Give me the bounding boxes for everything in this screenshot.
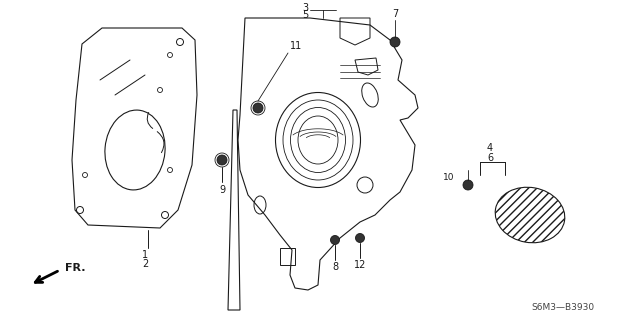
- Circle shape: [355, 234, 365, 242]
- Text: 12: 12: [354, 260, 366, 270]
- Text: 8: 8: [332, 262, 338, 272]
- Text: 7: 7: [392, 9, 398, 19]
- Circle shape: [463, 180, 473, 190]
- Circle shape: [253, 103, 263, 113]
- Text: 9: 9: [219, 185, 225, 195]
- Text: 2: 2: [142, 259, 148, 269]
- Text: 4: 4: [487, 143, 493, 153]
- Ellipse shape: [495, 187, 564, 243]
- Text: 1: 1: [142, 250, 148, 260]
- Text: 6: 6: [487, 153, 493, 163]
- Circle shape: [217, 155, 227, 165]
- Text: S6M3—B3930: S6M3—B3930: [532, 303, 595, 313]
- Circle shape: [330, 235, 339, 244]
- Text: 5: 5: [301, 10, 308, 20]
- Text: 10: 10: [442, 173, 454, 182]
- Text: 3: 3: [302, 3, 308, 13]
- Text: FR.: FR.: [65, 263, 86, 273]
- Circle shape: [390, 37, 400, 47]
- Text: 11: 11: [290, 41, 302, 51]
